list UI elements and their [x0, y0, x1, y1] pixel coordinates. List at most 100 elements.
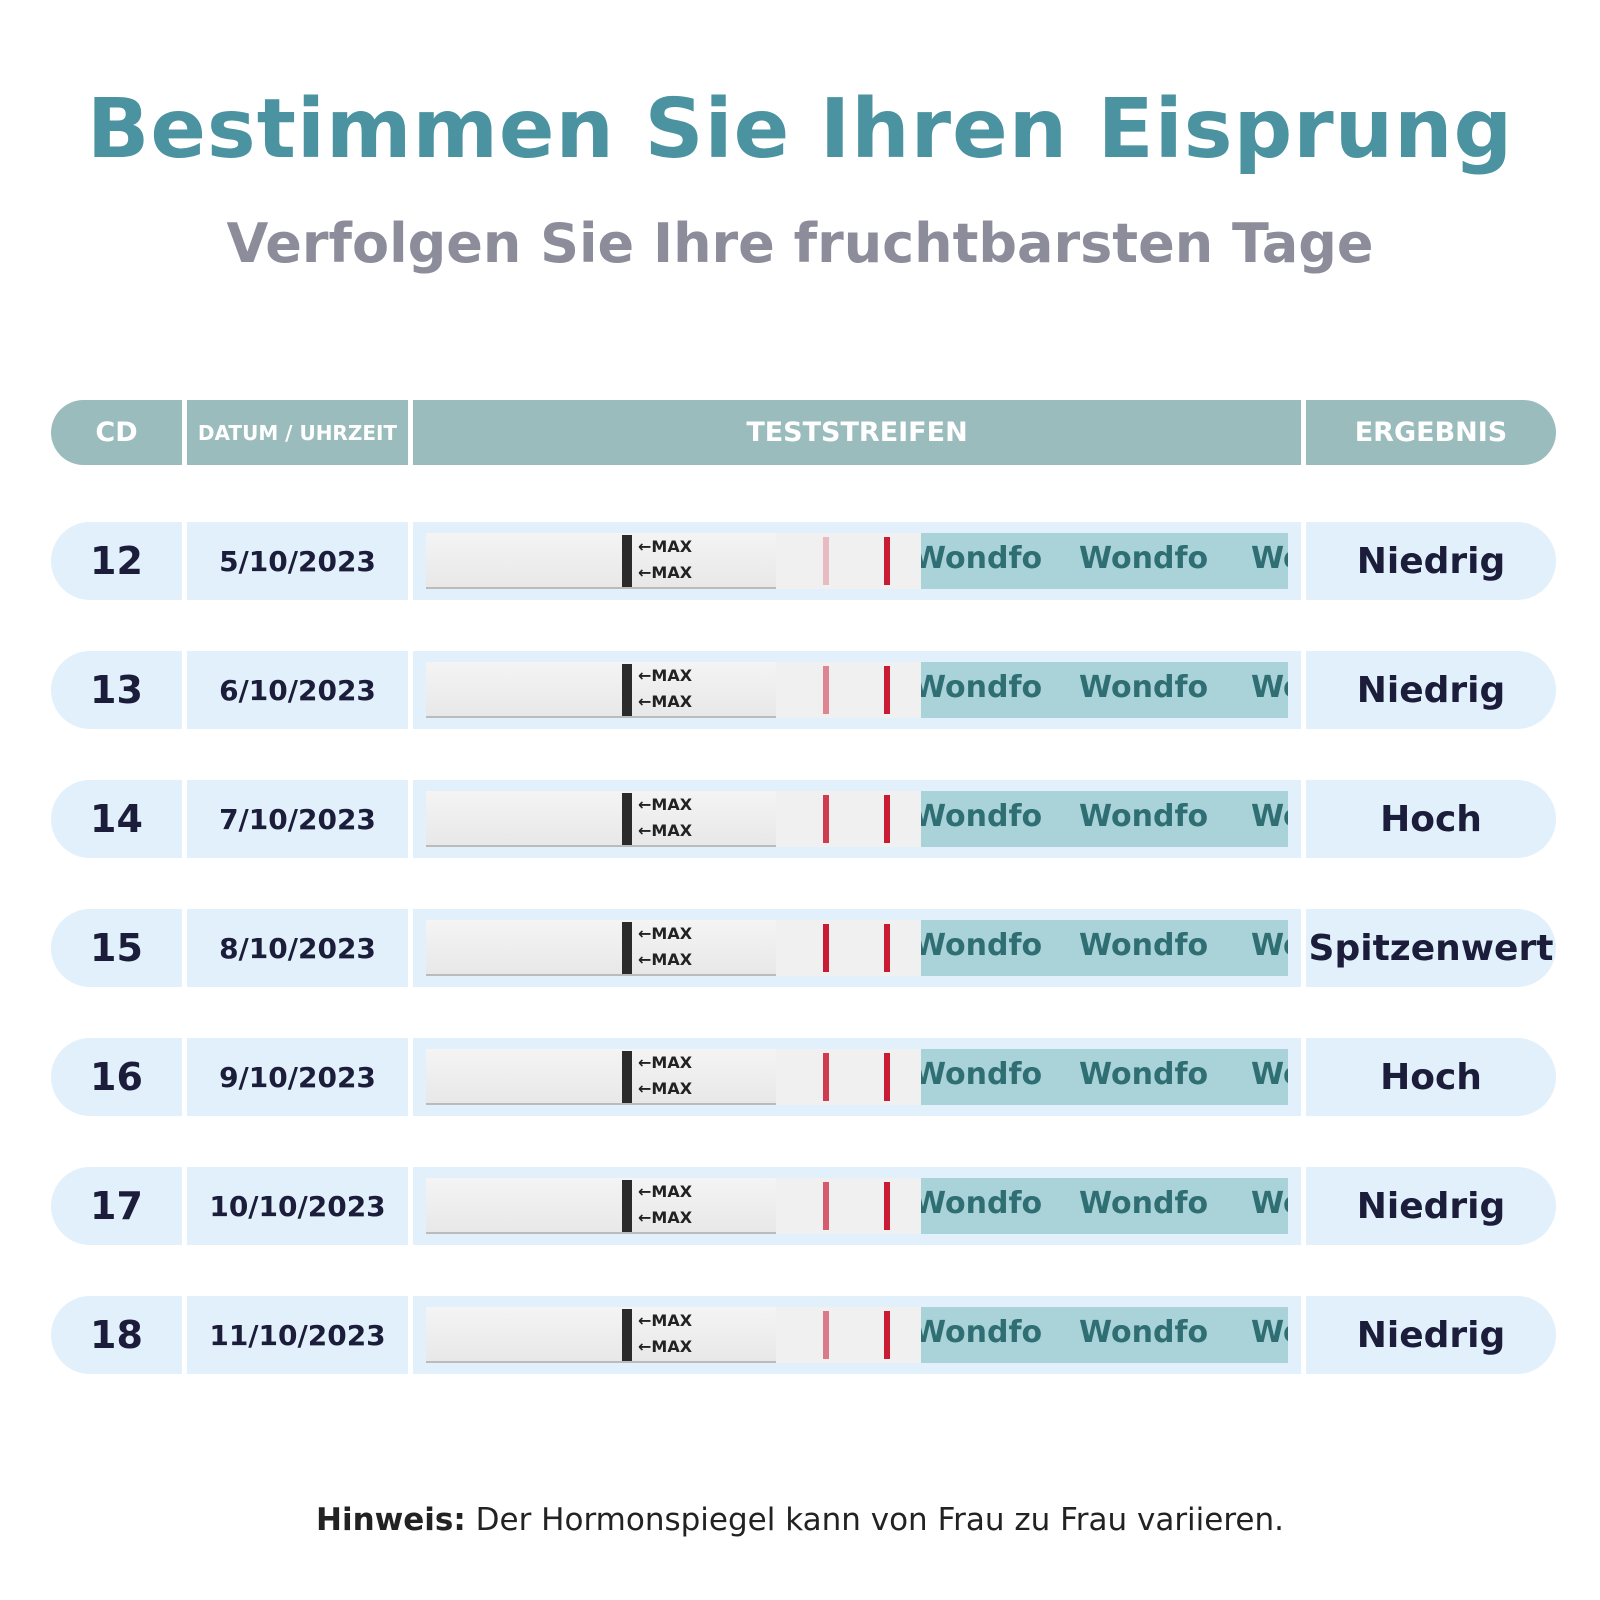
max-label: ←MAX — [638, 950, 693, 969]
strip-cell: ←MAX ←MAX WondfoWondfoWondfo — [413, 1038, 1301, 1116]
strip-cell: ←MAX ←MAX WondfoWondfoWondfo — [413, 1167, 1301, 1245]
max-label: ←MAX — [638, 537, 693, 556]
table-row: 15 8/10/2023 ←MAX ←MAX WondfoWondfoWondf… — [51, 909, 1556, 987]
result-cell: Hoch — [1306, 1038, 1556, 1116]
max-label: ←MAX — [638, 821, 693, 840]
date-cell: 10/10/2023 — [187, 1167, 408, 1245]
header-date: DATUM / UHRZEIT — [187, 400, 408, 465]
result-cell: Niedrig — [1306, 1296, 1556, 1374]
test-strip-image: ←MAX ←MAX WondfoWondfoWondfo — [426, 1307, 1288, 1363]
result-cell: Hoch — [1306, 780, 1556, 858]
brand-logo: WondfoWondfoWondfo — [921, 791, 1288, 847]
date-cell: 6/10/2023 — [187, 651, 408, 729]
max-label: ←MAX — [638, 692, 693, 711]
brand-logo: WondfoWondfoWondfo — [921, 533, 1288, 589]
page-title: Bestimmen Sie Ihren Eisprung — [86, 82, 1514, 177]
brand-logo: WondfoWondfoWondfo — [921, 1049, 1288, 1105]
max-bar — [622, 1309, 632, 1361]
result-window — [776, 1178, 921, 1234]
note: Hinweis: Der Hormonspiegel kann von Frau… — [0, 1502, 1600, 1538]
table-row: 18 11/10/2023 ←MAX ←MAX WondfoWondfoWond… — [51, 1296, 1556, 1374]
brand-logo: WondfoWondfoWondfo — [921, 662, 1288, 718]
test-strip-image: ←MAX ←MAX WondfoWondfoWondfo — [426, 1178, 1288, 1234]
control-line — [884, 924, 890, 972]
test-strip-image: ←MAX ←MAX WondfoWondfoWondfo — [426, 533, 1288, 589]
note-label: Hinweis: — [316, 1502, 466, 1538]
max-bar — [622, 664, 632, 716]
test-strip-image: ←MAX ←MAX WondfoWondfoWondfo — [426, 1049, 1288, 1105]
max-label: ←MAX — [638, 1053, 693, 1072]
test-line — [823, 537, 829, 585]
control-line — [884, 1311, 890, 1359]
test-line — [823, 1311, 829, 1359]
date-cell: 5/10/2023 — [187, 522, 408, 600]
test-strip-image: ←MAX ←MAX WondfoWondfoWondfo — [426, 920, 1288, 976]
control-line — [884, 795, 890, 843]
table-row: 14 7/10/2023 ←MAX ←MAX WondfoWondfoWondf… — [51, 780, 1556, 858]
test-line — [823, 666, 829, 714]
page-subtitle: Verfolgen Sie Ihre fruchtbarsten Tage — [226, 212, 1374, 275]
control-line — [884, 537, 890, 585]
note-text: Der Hormonspiegel kann von Frau zu Frau … — [465, 1502, 1284, 1538]
result-window — [776, 791, 921, 847]
cd-cell: 12 — [51, 522, 182, 600]
control-line — [884, 1053, 890, 1101]
result-window — [776, 1049, 921, 1105]
result-cell: Niedrig — [1306, 522, 1556, 600]
max-bar — [622, 1051, 632, 1103]
date-cell: 11/10/2023 — [187, 1296, 408, 1374]
max-bar — [622, 793, 632, 845]
brand-logo: WondfoWondfoWondfo — [921, 920, 1288, 976]
max-label: ←MAX — [638, 1311, 693, 1330]
result-cell: Spitzenwert — [1306, 909, 1556, 987]
cd-cell: 15 — [51, 909, 182, 987]
date-cell: 7/10/2023 — [187, 780, 408, 858]
max-label: ←MAX — [638, 666, 693, 685]
result-window — [776, 662, 921, 718]
max-bar — [622, 1180, 632, 1232]
brand-logo: WondfoWondfoWondfo — [921, 1307, 1288, 1363]
max-bar — [622, 535, 632, 587]
control-line — [884, 1182, 890, 1230]
result-cell: Niedrig — [1306, 651, 1556, 729]
test-strip-image: ←MAX ←MAX WondfoWondfoWondfo — [426, 662, 1288, 718]
strip-cell: ←MAX ←MAX WondfoWondfoWondfo — [413, 780, 1301, 858]
cd-cell: 17 — [51, 1167, 182, 1245]
table-row: 17 10/10/2023 ←MAX ←MAX WondfoWondfoWond… — [51, 1167, 1556, 1245]
test-line — [823, 1182, 829, 1230]
cd-cell: 18 — [51, 1296, 182, 1374]
header-strip: TESTSTREIFEN — [413, 400, 1301, 465]
cd-cell: 16 — [51, 1038, 182, 1116]
date-cell: 9/10/2023 — [187, 1038, 408, 1116]
result-window — [776, 920, 921, 976]
result-window — [776, 533, 921, 589]
strip-cell: ←MAX ←MAX WondfoWondfoWondfo — [413, 522, 1301, 600]
max-label: ←MAX — [638, 924, 693, 943]
max-label: ←MAX — [638, 563, 693, 582]
strip-cell: ←MAX ←MAX WondfoWondfoWondfo — [413, 1296, 1301, 1374]
header-result: ERGEBNIS — [1306, 400, 1556, 465]
test-line — [823, 924, 829, 972]
table-row: 12 5/10/2023 ←MAX ←MAX WondfoWondfoWondf… — [51, 522, 1556, 600]
strip-cell: ←MAX ←MAX WondfoWondfoWondfo — [413, 909, 1301, 987]
cd-cell: 13 — [51, 651, 182, 729]
date-cell: 8/10/2023 — [187, 909, 408, 987]
max-label: ←MAX — [638, 1079, 693, 1098]
result-window — [776, 1307, 921, 1363]
table-header: CD DATUM / UHRZEIT TESTSTREIFEN ERGEBNIS — [51, 400, 1556, 465]
cd-cell: 14 — [51, 780, 182, 858]
table-row: 13 6/10/2023 ←MAX ←MAX WondfoWondfoWondf… — [51, 651, 1556, 729]
test-line — [823, 795, 829, 843]
brand-logo: WondfoWondfoWondfo — [921, 1178, 1288, 1234]
table-row: 16 9/10/2023 ←MAX ←MAX WondfoWondfoWondf… — [51, 1038, 1556, 1116]
header-cd: CD — [51, 400, 182, 465]
result-cell: Niedrig — [1306, 1167, 1556, 1245]
control-line — [884, 666, 890, 714]
max-label: ←MAX — [638, 795, 693, 814]
max-label: ←MAX — [638, 1337, 693, 1356]
test-strip-image: ←MAX ←MAX WondfoWondfoWondfo — [426, 791, 1288, 847]
test-line — [823, 1053, 829, 1101]
max-label: ←MAX — [638, 1208, 693, 1227]
strip-cell: ←MAX ←MAX WondfoWondfoWondfo — [413, 651, 1301, 729]
max-bar — [622, 922, 632, 974]
